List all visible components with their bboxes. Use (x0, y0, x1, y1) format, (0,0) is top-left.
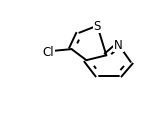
Text: N: N (114, 39, 123, 52)
Text: Cl: Cl (43, 45, 54, 58)
Text: S: S (94, 20, 101, 33)
